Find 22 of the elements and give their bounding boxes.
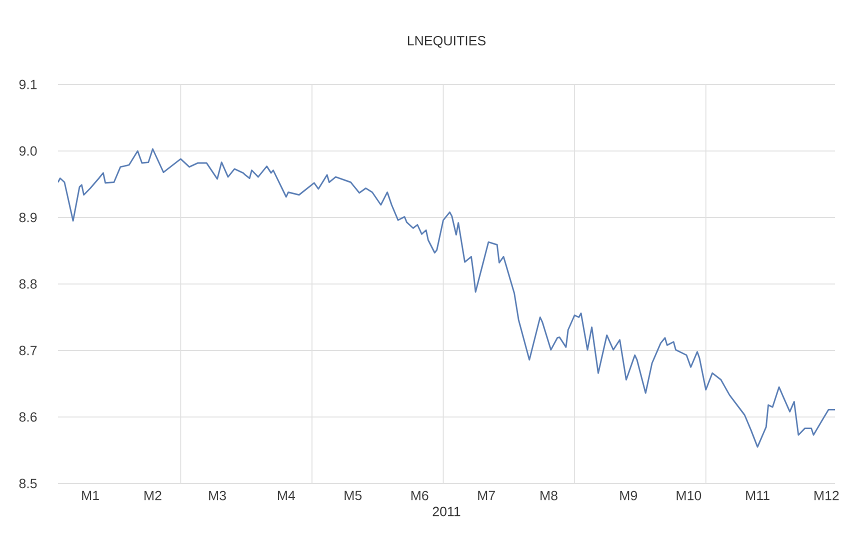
y-tick-label: 8.6: [19, 412, 37, 422]
x-tick-label: M5: [344, 490, 362, 500]
line-series: [58, 148, 836, 448]
x-tick-label: M3: [209, 490, 226, 500]
y-tick-label: 8.7: [19, 346, 37, 356]
chart-title: LNEQUITIES: [408, 36, 486, 48]
x-axis-title: 2011: [432, 506, 460, 516]
y-tick-label: 8.5: [19, 478, 37, 488]
y-tick-label: 9.1: [19, 80, 37, 90]
x-tick-label: M7: [478, 490, 495, 500]
x-tick-label: M2: [144, 490, 162, 500]
y-tick-label: 8.8: [19, 279, 37, 289]
x-tick-label: M11: [746, 490, 770, 500]
x-tick-label: M8: [540, 490, 558, 500]
y-tick-label: 8.9: [19, 212, 37, 222]
x-tick-label: M1: [82, 490, 99, 500]
x-tick-label: M10: [676, 490, 702, 500]
x-tick-label: M12: [814, 490, 839, 500]
x-tick-label: M6: [411, 490, 428, 500]
x-tick-label: M4: [278, 490, 296, 500]
x-tick-label: M9: [620, 490, 638, 500]
y-tick-label: 9.0: [19, 146, 37, 156]
